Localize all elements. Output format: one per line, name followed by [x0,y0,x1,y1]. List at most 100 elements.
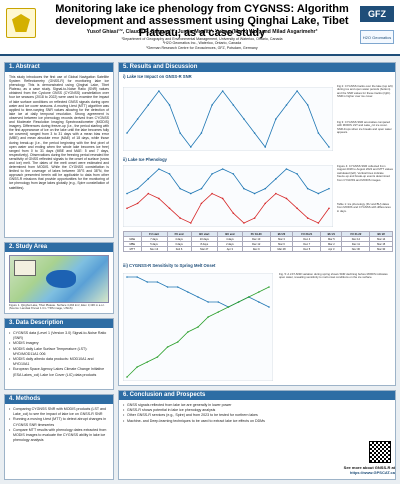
data-point [146,361,149,363]
university-logo [6,8,36,38]
list-item: GNSS signals reflected from lake ice are… [123,403,315,408]
data-point [168,173,171,175]
data-point [179,187,181,190]
qinghai-lake-shape [46,270,76,288]
gfz-logo: GFZ H2O Geomatics [360,6,394,48]
data-point [136,202,139,205]
list-item: Machine- and Deep-learning techniques to… [123,419,315,424]
data-point [328,187,330,190]
data-point [264,202,267,205]
conclusion-list: GNSS signals reflected from lake ice are… [119,400,319,427]
data-point [168,207,171,210]
data-point [268,306,270,308]
table-cell: Mar 30 [369,246,393,252]
results-sub3: iii) CYGNSS-R Sensitivity to Spring Melt… [123,263,216,268]
data-point [187,331,189,333]
data-point [176,341,179,343]
data-point [232,104,235,106]
authors: Yusof Ghiasi¹ʹ², Claude R. Duguay¹ʹ², Ju… [86,29,318,35]
inset-map [14,260,36,276]
data-point [285,168,288,170]
data-point [296,207,298,210]
data-point [317,222,320,224]
list-item: MODIS imagery [9,341,109,346]
conclusion-panel: 6. Conclusion and Prospects GNSS signals… [118,390,396,480]
data-point [207,316,209,318]
fig5-note: Table 1: Ice phenology (FU and BU) dates… [337,202,391,213]
data-list: CYGNSS data (Level 1 (Version 3.0) Signa… [5,328,113,381]
data-point [232,212,235,214]
list-item: Running a moving t-test (MTT) to detect … [9,417,109,427]
data-point [296,90,298,92]
data-panel: 3. Data Description CYGNSS data (Level 1… [4,318,114,390]
conclusion-title: 6. Conclusion and Prospects [119,391,395,400]
data-point [189,222,192,224]
data-point [200,187,203,190]
data-point [200,202,203,205]
data-point [136,276,138,278]
fig3-note: Fig 3: CYGNSS SNR anomalies compared wit… [337,120,392,135]
table-cell: Dec 5 [292,246,322,252]
results-title: 5. Results and Discussion [119,63,395,72]
data-point [126,192,128,195]
data-point [147,104,150,106]
data-point [227,306,230,308]
data-title: 3. Data Description [5,319,113,328]
results-sub2: ii) Lake Ice Phenology [123,157,167,162]
data-point [156,281,159,283]
data-point [253,192,256,195]
data-point [179,217,181,219]
table-cell: Apr 3 [217,246,243,252]
fig4-note: Figure 4: CYGNSS SNR collected from Augu… [337,164,393,182]
list-item: Comparing CYGNSS SNR with MODIS products… [9,407,109,417]
data-point [243,187,245,190]
data-point [136,366,138,368]
data-point [217,301,220,303]
data-point [275,178,277,180]
list-item: Compare MTT results with phenology dates… [9,428,109,444]
data-point [158,168,160,170]
data-point [258,291,260,293]
phenology-chart [123,165,333,227]
data-point [176,286,179,288]
table-cell: Mar 27 [190,246,219,252]
data-point [179,132,181,134]
data-point [232,173,235,175]
data-point [296,173,298,175]
data-point [243,118,245,120]
gpscat-link[interactable]: https://www.GPSCAT.ca [349,470,395,475]
data-point [147,178,150,180]
data-point [285,197,288,200]
table-cell: Mar 28 [269,246,294,252]
melt-onset-chart [123,273,273,381]
abstract-panel: 1. Abstract This study introduces the fi… [4,62,114,238]
data-point [221,90,224,92]
data-point [189,146,192,148]
affiliation-1: ¹Department of Geography and Environment… [121,37,283,41]
qr-code[interactable] [369,441,391,463]
data-point [207,301,209,303]
data-point [264,187,267,190]
list-item: CYGNSS data (Level 1 (Version 3.0) Signa… [9,331,109,341]
data-point [136,118,139,120]
data-point [211,192,213,195]
phenology-table: FU start FU end BU start BU end FU 19-20 BU 2… [123,231,393,252]
data-point [264,146,267,148]
data-point [126,376,128,378]
study-area-caption: Figure 1. Qinghai Lake, Tibet Plateau. S… [9,303,105,311]
series-line-snr [126,168,330,194]
data-point [247,296,250,298]
data-point [275,192,277,195]
methods-title: 4. Methods [5,395,113,404]
methods-panel: 4. Methods Comparing CYGNSS SNR with MOD… [4,394,114,480]
abstract-text: This study introduces the first use of G… [9,75,109,190]
table-cell: MTT [123,246,142,252]
table-cell: Feb 6 [166,246,192,252]
data-point [328,146,330,148]
table-row: MTT Nov 13 Feb 6 Mar 27 Apr 3 Dec 9 Mar 28 Dec … [123,246,393,252]
data-point [211,104,213,106]
data-point [189,192,192,195]
data-point [237,301,240,303]
table-cell: Apr 3 [320,246,343,252]
